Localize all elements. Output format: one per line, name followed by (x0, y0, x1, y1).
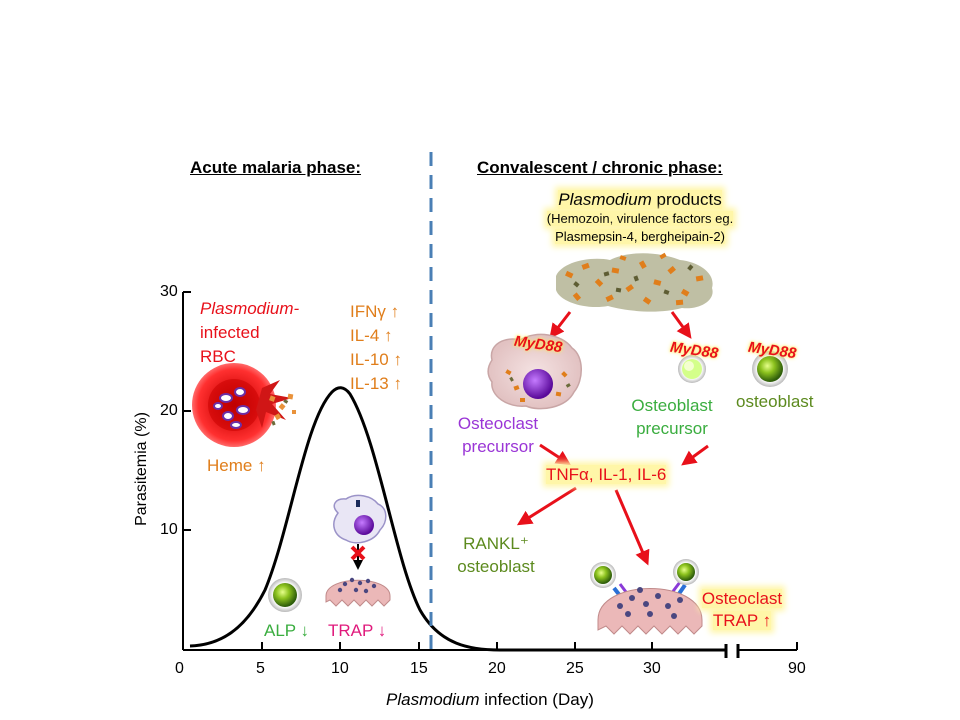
y-tick-20: 20 (160, 402, 178, 419)
products-sub-2: Plasmepsin-4, bergheipain-2) (555, 229, 725, 244)
osteoclast-precursor-acute-icon (333, 494, 387, 544)
osteoblast-icon (752, 351, 788, 387)
products-italic: Plasmodium (558, 190, 652, 209)
x-tick-25: 25 (566, 660, 584, 677)
infected-rbc-label: Plasmodium- infected RBC (200, 297, 299, 369)
osteoblast-label: osteoblast (736, 392, 814, 411)
cytokine-il4: IL-4 ↑ (350, 326, 393, 345)
x-tick-20: 20 (488, 660, 506, 677)
osteoclast-precursor-line-2: precursor (462, 437, 534, 456)
chronic-phase-title: Convalescent / chronic phase: (477, 158, 723, 177)
x-tick-0: 0 (175, 660, 184, 677)
arrow-osteoclast-precursor-to-cytokines (539, 443, 572, 466)
hemozoin-cluster-icon (556, 252, 713, 312)
x-tick-15: 15 (410, 660, 428, 677)
heme-label: Heme ↑ (207, 456, 266, 475)
chronic-cytokines-label: TNFα, IL-1, IL-6 (546, 465, 667, 485)
arrow-cytokines-to-osteoclast (614, 489, 650, 566)
osteoclast-precursor-icon (487, 333, 582, 410)
arrow-products-to-osteoblast-precursor (670, 311, 692, 339)
arrow-osteoblast-precursor-to-cytokines (681, 444, 709, 466)
y-tick-30: 30 (160, 283, 178, 300)
block-x-icon (350, 545, 366, 561)
x-axis-label-italic: Plasmodium (386, 690, 480, 709)
y-ticks (183, 291, 191, 531)
osteoblast-precursor-line-1: Osteoblast (631, 396, 713, 415)
osteoclast-trap-line-2: TRAP ↑ (712, 611, 772, 630)
x-axis-label: Plasmodium infection (Day) (386, 690, 594, 710)
chronic-cytokines-text: TNFα, IL-1, IL-6 (546, 465, 667, 484)
cytokine-il13: IL-13 ↑ (350, 374, 402, 393)
osteoclast-trap-line-1: Osteoclast (701, 589, 783, 608)
rankl-line-1: RANKL⁺ (463, 534, 529, 553)
osteoblast-acute-icon (268, 578, 302, 612)
products-sub-1: (Hemozoin, virulence factors eg. (546, 211, 734, 226)
alp-label: ALP ↓ (264, 621, 310, 640)
arrow-cytokines-to-rankl (516, 486, 577, 526)
osteoclast-icon (590, 559, 703, 635)
acute-phase-title: Acute malaria phase: (190, 158, 362, 177)
rbc-label-line-2: infected (200, 323, 260, 342)
osteoclast-acute-icon (325, 577, 391, 607)
plasmodium-products-label: Plasmodium products (Hemozoin, virulence… (520, 190, 760, 246)
cytokine-il10: IL-10 ↑ (350, 350, 402, 369)
x-tick-90: 90 (788, 660, 806, 677)
osteoblast-precursor-icon (678, 355, 706, 383)
osteoclast-precursor-line-1: Osteoclast (457, 414, 539, 433)
infected-rbc-icon (192, 363, 296, 447)
osteoclast-precursor-label: Osteoclast precursor (448, 412, 548, 458)
x-tick-30: 30 (643, 660, 661, 677)
products-title: Plasmodium products (558, 190, 722, 209)
osteoblast-precursor-label: Osteoblast precursor (618, 394, 726, 440)
acute-cytokine-list: IFNγ ↑ IL-4 ↑ IL-10 ↑ IL-13 ↑ (350, 300, 402, 396)
x-tick-5: 5 (256, 660, 265, 677)
rankl-osteoblast-label: RANKL⁺ osteoblast (446, 532, 546, 578)
trap-label: TRAP ↓ (328, 621, 387, 640)
arrow-products-to-osteoclast-precursor (549, 311, 572, 339)
y-tick-10: 10 (160, 521, 178, 538)
x-tick-10: 10 (331, 660, 349, 677)
osteoblast-precursor-line-2: precursor (636, 419, 708, 438)
rankl-line-2: osteoblast (457, 557, 535, 576)
rbc-label-line-1: Plasmodium- (200, 299, 300, 318)
y-axis-label: Parasitemia (%) (133, 412, 150, 526)
cytokine-ifng: IFNγ ↑ (350, 302, 400, 321)
rbc-label-line-3: RBC (200, 347, 236, 366)
products-rest: products (651, 190, 722, 209)
osteoclast-trap-label: Osteoclast TRAP ↑ (690, 588, 794, 632)
x-axis-label-rest: infection (Day) (479, 690, 594, 709)
parasitemia-curve (189, 386, 726, 652)
